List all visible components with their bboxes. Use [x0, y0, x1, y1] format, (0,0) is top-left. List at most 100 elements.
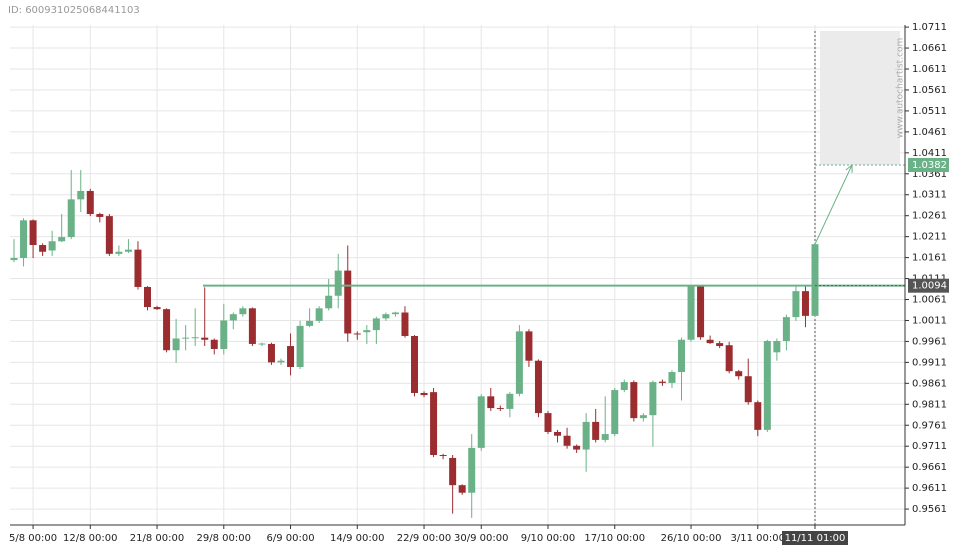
candle-body [630, 382, 638, 419]
watermark: www.autochartist.com [896, 38, 906, 139]
x-tick-label: 3/11 00:00 [731, 533, 785, 544]
candle-body [639, 415, 647, 419]
support-price-label: 1.0094 [912, 281, 947, 292]
candle-body [668, 372, 676, 383]
y-tick-label: 0.9861 [912, 378, 947, 389]
candle-body [153, 307, 161, 310]
candle-body [58, 237, 66, 242]
x-tick-label: 26/10 00:00 [661, 533, 722, 544]
x-tick-label: 6/9 00:00 [266, 533, 314, 544]
candle-body [163, 309, 171, 351]
y-tick-label: 1.0311 [912, 190, 947, 201]
candle-body [792, 291, 800, 318]
candle-body [430, 392, 438, 456]
candle-body [534, 360, 542, 414]
candle-body [563, 435, 571, 446]
candle-body [468, 447, 476, 493]
candle-body [515, 331, 523, 394]
candle-body [735, 371, 743, 377]
candle-body [554, 431, 562, 436]
y-tick-label: 1.0711 [912, 22, 947, 33]
candle-body [105, 216, 113, 254]
candle-body [344, 270, 352, 334]
candle-body [382, 314, 390, 319]
candle-body [296, 325, 304, 367]
candle-body [20, 220, 28, 259]
candle-body [144, 286, 151, 308]
y-tick-label: 1.0511 [912, 106, 947, 117]
candle-body [172, 338, 180, 351]
overlay: www.autochartist.com 1.0094 1.0382 [203, 38, 949, 293]
candle-body [801, 291, 809, 316]
candle-body [248, 308, 256, 344]
candle-body [582, 421, 590, 450]
id-text: ID: 600931025068441103 [8, 5, 140, 16]
x-tick-label: 12/8 00:00 [63, 533, 117, 544]
y-tick-label: 0.9661 [912, 462, 947, 473]
candle-body [39, 245, 47, 252]
x-tick-label: 30/9 00:00 [454, 533, 508, 544]
candle-body [725, 345, 733, 372]
candle-body [325, 295, 333, 309]
y-tick-label: 1.0611 [912, 64, 947, 75]
candle-body [401, 312, 409, 336]
candle-body [287, 346, 295, 367]
y-tick-label: 0.9711 [912, 441, 947, 452]
y-tick-label: 1.0011 [912, 315, 947, 326]
x-tick-label: 17/10 00:00 [584, 533, 645, 544]
candle-body [754, 402, 762, 430]
candle-body [611, 390, 619, 435]
candle-body [678, 339, 685, 373]
x-tick-label: 14/9 00:00 [330, 533, 384, 544]
candle-body [411, 335, 418, 393]
candle-body [811, 244, 819, 316]
target-price-label: 1.0382 [912, 160, 947, 171]
candle-body [620, 382, 628, 391]
candle-body [592, 421, 600, 440]
candle-body [315, 308, 323, 321]
candle-body [353, 333, 361, 335]
candle-body [258, 343, 266, 345]
candle-body [277, 360, 285, 363]
candle-body [191, 337, 199, 339]
forecast-arrow [814, 164, 853, 245]
candle-body [697, 286, 705, 338]
y-tick-label: 0.9811 [912, 399, 947, 410]
candle-body [86, 190, 94, 215]
candle-body [182, 337, 190, 339]
current-date-box [782, 531, 848, 545]
x-tick-label: 21/8 00:00 [130, 533, 184, 544]
x-tick-label: 29/8 00:00 [197, 533, 251, 544]
candle-body [763, 341, 771, 430]
candle-body [124, 249, 132, 252]
support-price-box [908, 278, 949, 293]
candle-body [10, 258, 18, 261]
candle-body [267, 343, 275, 363]
candle-body [420, 392, 428, 396]
candle-body [716, 343, 724, 347]
y-tick-label: 1.0561 [912, 85, 947, 96]
x-tick-label: 5/8 00:00 [9, 533, 57, 544]
y-tick-label: 1.0361 [912, 169, 947, 180]
candle-body [229, 314, 237, 321]
x-tick-label: 9/10 00:00 [521, 533, 575, 544]
candle-body [239, 308, 247, 315]
candle-body [773, 341, 781, 353]
forecast [814, 31, 905, 525]
candle-body [48, 241, 56, 251]
candle-body [544, 413, 552, 432]
candle-body [134, 249, 142, 287]
y-tick-label: 1.0261 [912, 211, 947, 222]
candle-body [496, 408, 504, 410]
candle-body [334, 270, 342, 296]
y-tick-label: 0.9561 [912, 504, 947, 515]
candle-body [439, 455, 447, 457]
candle-body [744, 376, 752, 403]
y-tick-label: 0.9961 [912, 336, 947, 347]
candle-body [658, 381, 666, 383]
candle-body [372, 318, 380, 331]
candle-body [782, 317, 790, 342]
candle-body [391, 312, 399, 315]
